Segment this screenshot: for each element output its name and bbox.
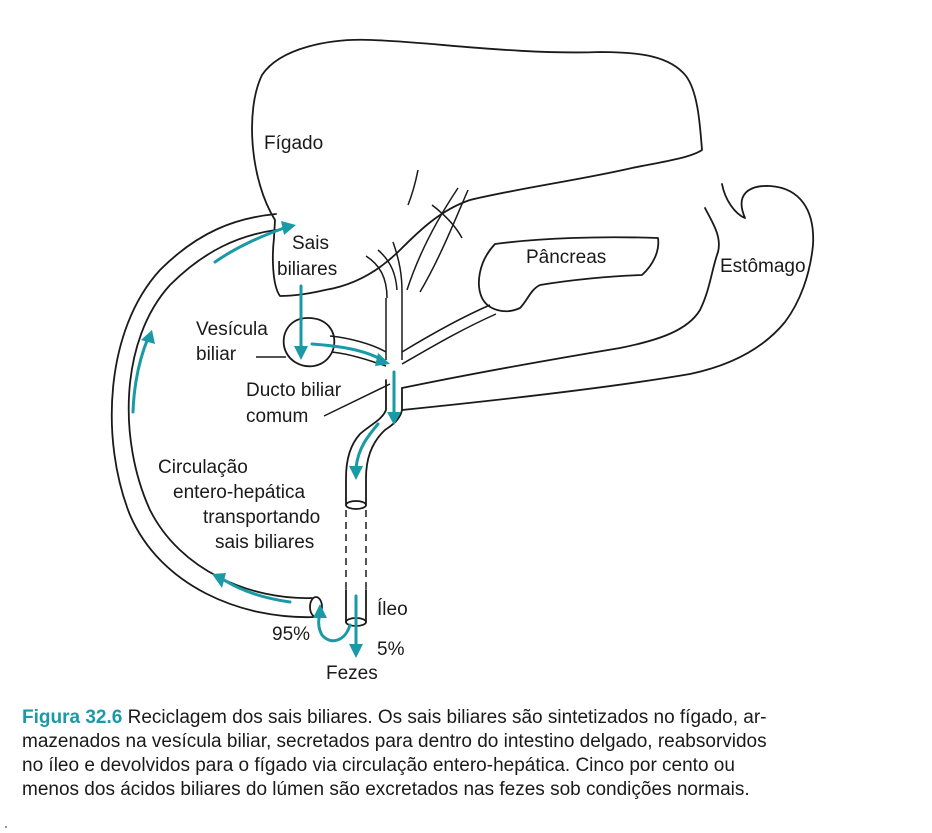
circulation-label: Circulação xyxy=(158,457,248,478)
stomach-outline xyxy=(401,207,720,389)
common-duct-label: comum xyxy=(246,406,308,427)
stomach-outline xyxy=(401,183,814,411)
flow-arrowhead xyxy=(281,221,296,235)
pancreas-outline xyxy=(478,236,660,312)
flow-circulation-upper xyxy=(213,226,286,264)
flow-arrowhead xyxy=(294,346,308,360)
flow-arrowhead xyxy=(313,604,327,618)
flow-circulation-lower xyxy=(222,578,292,604)
bile-salts-label: Sais xyxy=(292,233,329,254)
gallbladder-label: biliar xyxy=(196,344,237,365)
flow-gallbladder-to-duct xyxy=(310,342,384,362)
ileum-label: Íleo xyxy=(377,599,408,620)
bile-salt-recycling-diagram: Fígado Sais biliares Pâncreas Estômago V… xyxy=(110,38,814,684)
circulation-label: entero-hepática xyxy=(173,482,305,503)
liver-fold-line xyxy=(407,169,419,206)
gallbladder-outline xyxy=(282,317,336,368)
figure-caption: Figura 32.6 Reciclagem dos sais biliares… xyxy=(22,706,912,802)
flow-reabsorption xyxy=(317,612,352,643)
duodenum xyxy=(365,387,403,506)
percent-excreted-label: 5% xyxy=(377,639,405,660)
circulation-label: sais biliares xyxy=(215,532,314,553)
percent-reabsorbed-label: 95% xyxy=(272,624,310,645)
flow-arrowhead xyxy=(349,644,363,658)
hepatic-duct xyxy=(377,249,398,291)
hepatic-duct xyxy=(365,255,388,299)
common-duct-label: Ducto biliar xyxy=(246,380,342,401)
caption-line: Figura 32.6 Reciclagem dos sais biliares… xyxy=(22,706,912,730)
intestine-opening xyxy=(345,500,367,510)
hepatic-duct xyxy=(392,241,403,293)
cystic-duct xyxy=(329,335,387,353)
flow-into-intestine xyxy=(354,422,380,470)
corner-mark xyxy=(5,826,7,828)
flow-arrowhead xyxy=(141,330,155,344)
flow-arrowhead xyxy=(375,353,390,366)
flow-arrowhead xyxy=(387,412,401,425)
portal-circulation-tube xyxy=(110,213,317,619)
pancreatic-duct xyxy=(401,313,497,365)
caption-line: no íleo e devolvidos para o fígado via c… xyxy=(22,755,735,776)
hepatic-duct xyxy=(406,187,459,291)
stomach-label: Estômago xyxy=(720,256,806,277)
caption-text: Reciclagem dos sais biliares. Os sais bi… xyxy=(127,707,767,728)
figure-number: Figura 32.6 xyxy=(22,707,123,728)
liver-fold-line xyxy=(431,204,463,239)
duct-leader-line xyxy=(323,383,391,417)
circulation-label: transportando xyxy=(203,507,320,528)
caption-line: mazenados na vesícula biliar, secretados… xyxy=(22,731,767,752)
pancreas-label: Pâncreas xyxy=(526,247,606,268)
duodenum xyxy=(345,379,387,506)
flow-circulation-middle xyxy=(131,336,150,414)
liver-outline xyxy=(251,38,703,297)
pancreatic-duct xyxy=(401,304,491,353)
flow-arrowhead xyxy=(349,466,363,480)
liver-label: Fígado xyxy=(264,133,323,154)
gallbladder-label: Vesícula xyxy=(196,319,268,340)
caption-line: menos dos ácidos biliares do lúmen são e… xyxy=(22,779,750,800)
flow-arrowhead xyxy=(212,573,226,588)
bile-salts-label: biliares xyxy=(277,259,337,280)
feces-label: Fezes xyxy=(326,663,378,684)
hepatic-duct xyxy=(419,189,469,293)
